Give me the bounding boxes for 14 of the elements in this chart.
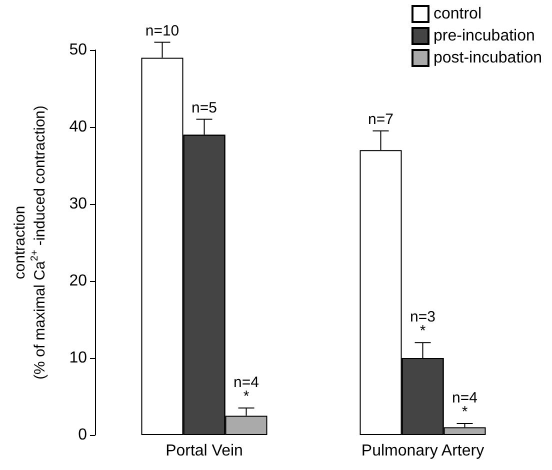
annotation: n=7 [368, 110, 394, 128]
y-tick-label: 40 [69, 118, 88, 136]
annotation: n=5 [192, 99, 217, 116]
y-tick-label: 0 [78, 426, 88, 444]
x-tick-label: Pulmonary Artery [361, 442, 484, 460]
y-tick-label: 20 [69, 272, 88, 290]
text: n=10 [145, 22, 180, 40]
legend-label: post-incubation [433, 50, 542, 66]
legend-label: pre-incubation [433, 28, 535, 44]
legend-label: control [433, 6, 482, 22]
y-tick-label: 30 [69, 196, 88, 212]
y-tick-label: 50 [69, 42, 88, 58]
y-tick-label: 10 [69, 350, 88, 366]
x-tick-label: Portal Vein [166, 442, 243, 460]
